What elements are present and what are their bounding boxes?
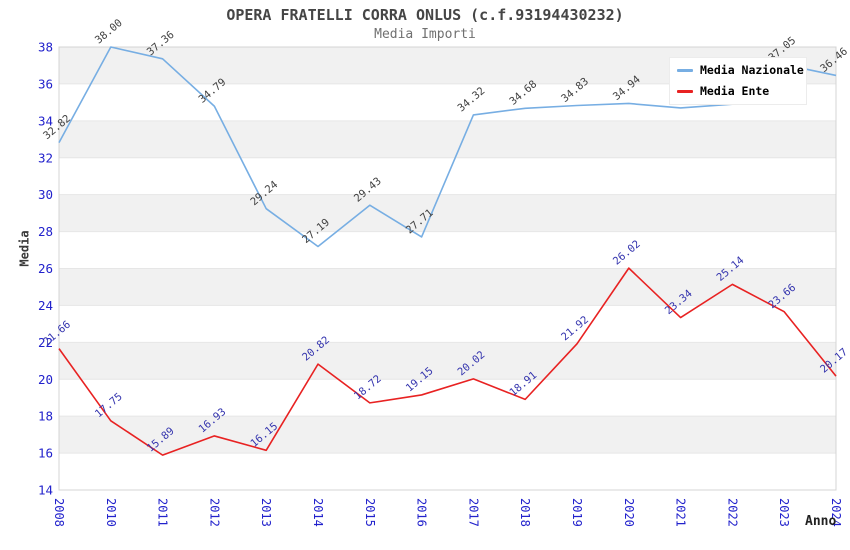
y-axis-title: Media bbox=[17, 230, 32, 267]
chart-title: OPERA FRATELLI CORRA ONLUS (c.f.93194430… bbox=[226, 6, 624, 24]
x-tick-label: 2021 bbox=[674, 498, 688, 527]
y-tick-label: 14 bbox=[38, 483, 53, 498]
media-ente-data-label: 26.02 bbox=[611, 238, 643, 268]
plot-band bbox=[59, 342, 836, 380]
x-tick-label: 2017 bbox=[466, 498, 480, 527]
x-tick-label: 2022 bbox=[725, 498, 739, 527]
y-tick-label: 24 bbox=[38, 298, 53, 313]
y-tick-label: 20 bbox=[38, 372, 53, 387]
x-tick-label: 2019 bbox=[570, 498, 584, 527]
x-tick-label: 2020 bbox=[622, 498, 636, 527]
y-tick-label: 38 bbox=[38, 40, 53, 55]
plot-band bbox=[59, 268, 836, 306]
legend-line-icon bbox=[677, 68, 693, 72]
y-tick-label: 30 bbox=[38, 187, 53, 202]
x-tick-label: 2016 bbox=[415, 498, 429, 527]
y-tick-label: 18 bbox=[38, 409, 53, 424]
y-tick-label: 22 bbox=[38, 335, 53, 350]
legend: Media Nazionale Media Ente bbox=[669, 57, 807, 105]
media-nazionale-data-label: 34.32 bbox=[456, 85, 488, 115]
plot-frame bbox=[58, 46, 837, 491]
y-tick-label: 28 bbox=[38, 224, 53, 239]
x-tick-label: 2015 bbox=[363, 498, 377, 527]
x-tick-label: 2024 bbox=[829, 498, 843, 527]
plot-band bbox=[59, 416, 836, 454]
legend-item-media-ente[interactable]: Media Ente bbox=[677, 84, 800, 98]
plot-band bbox=[59, 194, 836, 232]
x-axis-title: Anno bbox=[805, 514, 837, 529]
y-tick-label: 16 bbox=[38, 446, 53, 461]
y-tick-label: 26 bbox=[38, 261, 53, 276]
legend-item-label: Media Ente bbox=[700, 84, 770, 98]
y-tick-label: 34 bbox=[38, 113, 53, 128]
x-tick-label: 2023 bbox=[777, 498, 791, 527]
plot-band bbox=[59, 120, 836, 158]
x-tick-label: 2011 bbox=[156, 498, 170, 527]
legend-item-label: Media Nazionale bbox=[700, 63, 804, 77]
x-tick-label: 2012 bbox=[207, 498, 221, 527]
x-tick-label: 2014 bbox=[311, 498, 325, 527]
media-ente-line bbox=[58, 267, 837, 456]
media-nazionale-line bbox=[58, 46, 837, 248]
x-tick-label: 2008 bbox=[52, 498, 66, 527]
legend-item-media-nazionale[interactable]: Media Nazionale bbox=[677, 63, 804, 77]
chart-subtitle: Media Importi bbox=[374, 27, 476, 42]
legend-line-icon bbox=[677, 89, 693, 93]
x-tick-label: 2018 bbox=[518, 498, 532, 527]
y-tick-label: 36 bbox=[38, 76, 53, 91]
x-tick-label: 2010 bbox=[104, 498, 118, 527]
x-tick-label: 2013 bbox=[259, 498, 273, 527]
media-ente-data-label: 21.92 bbox=[559, 314, 591, 344]
y-tick-label: 32 bbox=[38, 150, 53, 165]
